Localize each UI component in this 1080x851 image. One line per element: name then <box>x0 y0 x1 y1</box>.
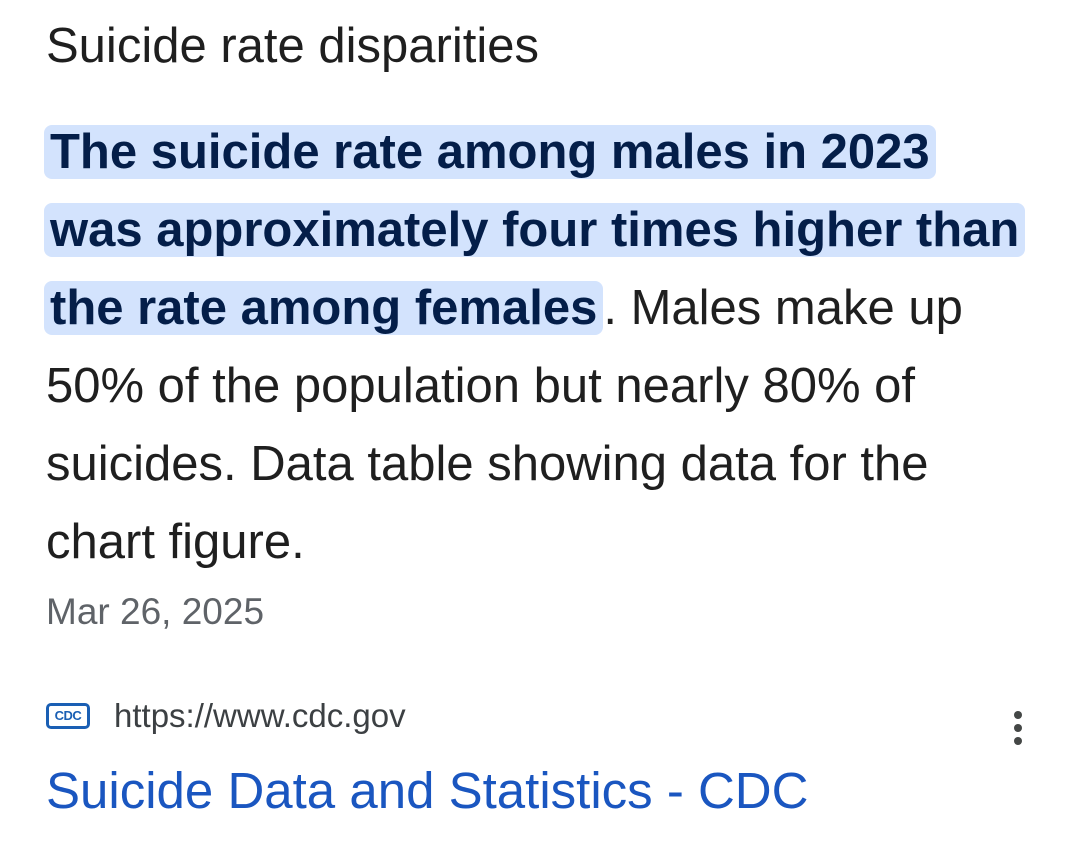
featured-snippet-card: Suicide rate disparities The suicide rat… <box>44 0 1036 851</box>
result-title-link[interactable]: Suicide Data and Statistics - CDC <box>46 762 809 819</box>
more-vert-icon <box>1014 711 1022 719</box>
cdc-favicon-icon: CDC <box>46 703 90 729</box>
more-options-button[interactable] <box>996 706 1040 750</box>
snippet-highlight: The suicide rate among males in 2023 was… <box>44 125 1026 335</box>
snippet-date: Mar 26, 2025 <box>46 591 265 632</box>
source-url[interactable]: https://www.cdc.gov <box>114 697 406 734</box>
more-vert-icon <box>1014 724 1022 732</box>
snippet-heading: Suicide rate disparities <box>46 19 539 73</box>
source-row[interactable]: CDC https://www.cdc.gov <box>46 694 1036 745</box>
snippet-body: . Males make up 50% of the population bu… <box>46 281 963 569</box>
more-vert-icon <box>1014 737 1022 745</box>
snippet-text: The suicide rate among males in 2023 was… <box>44 113 1026 581</box>
